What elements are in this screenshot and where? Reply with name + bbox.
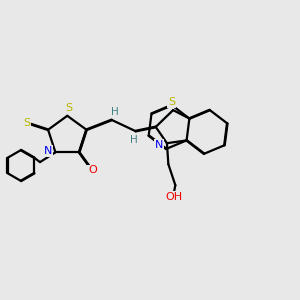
Text: S: S — [23, 118, 30, 128]
Text: N: N — [44, 146, 52, 156]
Text: O: O — [88, 166, 97, 176]
Text: OH: OH — [165, 192, 182, 202]
Text: H: H — [111, 106, 119, 116]
Text: S: S — [168, 97, 175, 107]
Text: H: H — [130, 135, 138, 145]
Text: S: S — [65, 103, 72, 113]
Text: N: N — [155, 140, 163, 150]
